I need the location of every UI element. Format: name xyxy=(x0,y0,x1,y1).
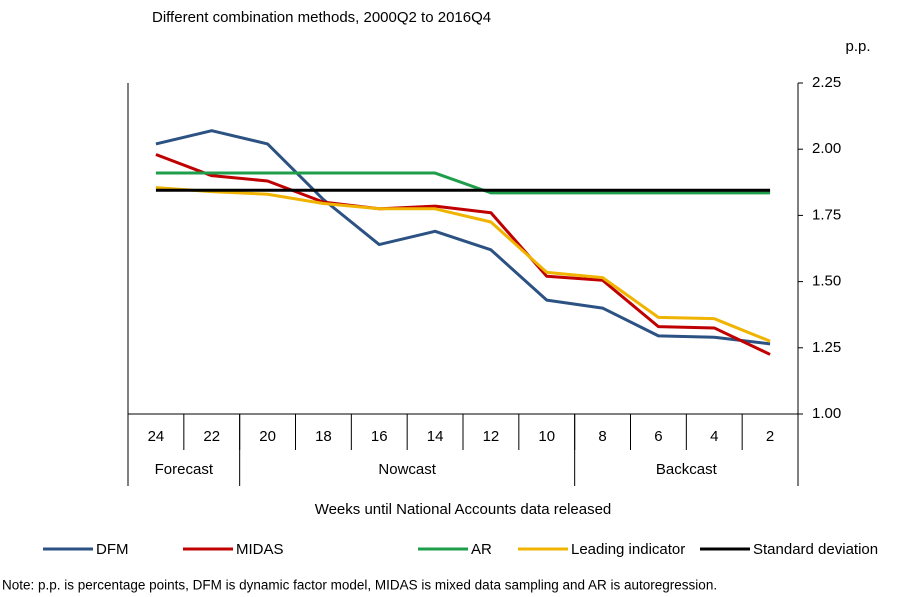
x-tick-label: 16 xyxy=(371,428,388,445)
x-tick-label: 12 xyxy=(483,428,500,445)
x-tick-label: 20 xyxy=(259,428,276,445)
x-tick-label: 22 xyxy=(203,428,220,445)
y-tick-label: 1.50 xyxy=(812,273,841,290)
note: Note: p.p. is percentage points, DFM is … xyxy=(2,578,717,593)
y-tick-label: 2.25 xyxy=(812,74,841,91)
series-line xyxy=(155,129,771,346)
group-label: Backcast xyxy=(656,461,718,478)
series-line xyxy=(155,186,771,343)
group-label: Nowcast xyxy=(378,461,436,478)
series-line xyxy=(155,153,771,356)
x-tick-label: 24 xyxy=(148,428,165,445)
x-tick-label: 10 xyxy=(538,428,555,445)
series-line xyxy=(155,171,771,195)
x-tick-label: 18 xyxy=(315,428,332,445)
y-unit: p.p. xyxy=(845,38,870,55)
legend-label: AR xyxy=(471,541,492,558)
y-tick-label: 1.75 xyxy=(812,206,841,223)
legend-label: DFM xyxy=(96,541,129,558)
legend-label: Standard deviation xyxy=(753,541,878,558)
y-tick-label: 2.00 xyxy=(812,140,841,157)
x-tick-label: 4 xyxy=(710,428,718,445)
legend-label: Leading indicator xyxy=(571,541,685,558)
group-label: Forecast xyxy=(155,461,214,478)
x-tick-label: 8 xyxy=(598,428,606,445)
x-tick-label: 6 xyxy=(654,428,662,445)
x-tick-label: 14 xyxy=(427,428,444,445)
y-tick-label: 1.00 xyxy=(812,405,841,422)
x-axis-label: Weeks until National Accounts data relea… xyxy=(315,501,612,518)
x-tick-label: 2 xyxy=(766,428,774,445)
chart-subtitle: Different combination methods, 2000Q2 to… xyxy=(152,9,491,26)
y-tick-label: 1.25 xyxy=(812,339,841,356)
legend-label: MIDAS xyxy=(236,541,284,558)
